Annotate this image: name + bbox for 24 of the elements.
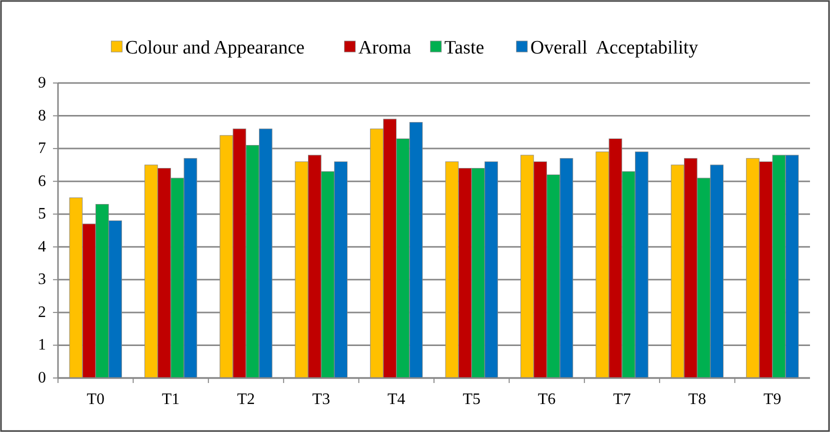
y-tick-label: 9 (38, 74, 46, 92)
y-tick-label: 2 (38, 304, 46, 321)
x-tick-label: T6 (538, 391, 556, 408)
x-tick-label: T0 (86, 391, 104, 408)
x-tick-label: T7 (613, 391, 631, 408)
y-tick-label: 5 (38, 206, 46, 223)
x-tick-label: T4 (388, 391, 406, 408)
legend-label: Overall Acceptability (530, 38, 699, 58)
x-tick-label: T3 (312, 391, 330, 408)
y-tick-label: 1 (38, 336, 46, 354)
legend-label: Aroma (358, 38, 412, 58)
y-tick-label: 3 (38, 271, 46, 288)
y-tick-label: 0 (38, 370, 46, 386)
x-tick-label: T8 (688, 391, 706, 408)
legend-label: Colour and Appearance (125, 38, 305, 58)
x-tick-label: T1 (162, 391, 180, 408)
y-tick-label: 6 (38, 172, 46, 190)
x-tick-label: T9 (764, 391, 782, 408)
x-tick-label: T5 (462, 391, 480, 408)
y-tick-label: 8 (38, 107, 46, 124)
legend-label: Taste (444, 38, 484, 58)
x-tick-label: T2 (237, 391, 255, 408)
y-tick-label: 7 (38, 140, 46, 158)
y-tick-label: 4 (38, 238, 46, 256)
